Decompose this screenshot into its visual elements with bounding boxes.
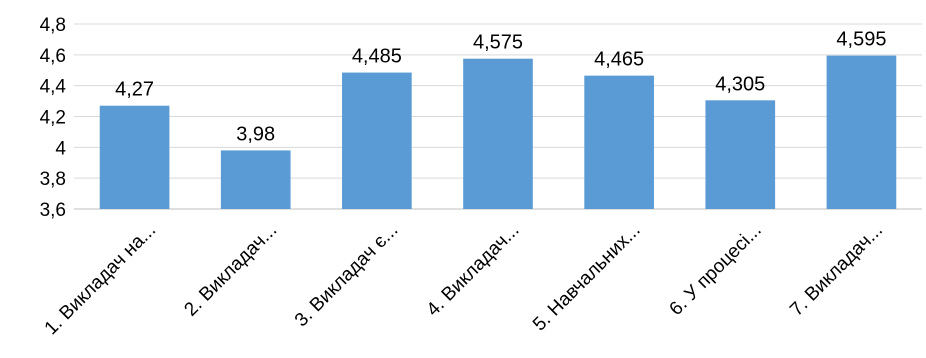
data-label: 4,575 (473, 32, 523, 54)
data-label: 4,305 (715, 73, 765, 95)
data-labels: 4,27 3,98 4,485 4,575 4,465 4,305 4,595 (115, 29, 886, 146)
data-label: 4,595 (836, 29, 886, 51)
x-tick-label: 4. Викладач... (423, 220, 524, 321)
bar (463, 58, 533, 209)
x-tick-label: 7. Викладач... (786, 220, 887, 321)
y-tick-label: 4,2 (40, 108, 66, 129)
data-label: 4,27 (115, 79, 154, 101)
data-label: 4,485 (352, 46, 402, 68)
y-tick-label: 4 (55, 138, 66, 159)
x-tick-label: 2. Викладач... (180, 220, 281, 321)
x-axis: 1. Викладач на... 2. Викладач... 3. Виклад… (41, 220, 887, 339)
bar (705, 100, 776, 209)
bars (99, 55, 897, 209)
y-tick-label: 3,6 (40, 200, 66, 221)
y-axis: 3,6 3,8 4 4,2 4,4 4,6 4,8 (40, 15, 67, 221)
bar (342, 72, 412, 209)
bar (826, 55, 897, 209)
data-label: 4,465 (594, 49, 644, 71)
x-tick-label: 1. Викладач на... (41, 220, 160, 339)
x-tick-label: 6. У процесі... (666, 220, 766, 320)
y-tick-label: 4,6 (40, 46, 66, 67)
bar (99, 105, 170, 209)
y-tick-label: 3,8 (40, 169, 66, 190)
bar (220, 150, 291, 209)
x-tick-label: 5. Навчальних... (529, 220, 645, 336)
x-tick-label: 3. Викладач є... (291, 220, 402, 331)
data-label: 3,98 (236, 123, 275, 145)
y-tick-label: 4,8 (40, 15, 66, 36)
bar (584, 75, 654, 209)
y-tick-label: 4,4 (40, 77, 67, 98)
